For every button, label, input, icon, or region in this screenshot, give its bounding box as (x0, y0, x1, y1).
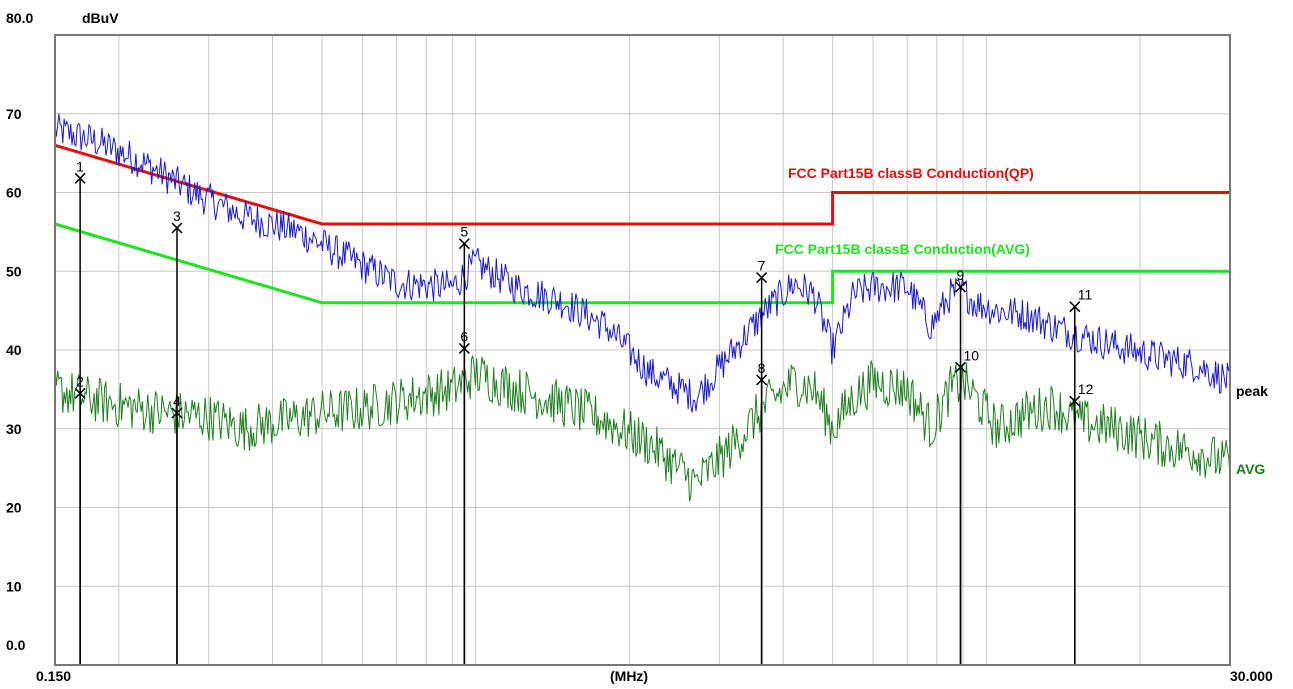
x-axis-unit-label: (MHz) (610, 668, 648, 684)
series-trace (54, 355, 1231, 502)
marker: 8 (756, 360, 768, 386)
marker: 3 (171, 208, 183, 234)
y-tick-label: 50 (6, 263, 22, 279)
marker: 7 (756, 258, 768, 284)
marker-cross-stroke (954, 281, 967, 293)
y-axis-tick-labels: 80.0 70 60 50 40 30 20 10 0.0 (6, 10, 33, 653)
marker-cross-stroke (1069, 301, 1081, 313)
marker-label: 10 (964, 347, 980, 363)
plot-frame (54, 34, 1231, 666)
y-tick-label: 40 (6, 342, 22, 358)
marker-label: 11 (1078, 287, 1093, 303)
y-tick-label: 70 (6, 106, 22, 122)
marker-cross-stroke (171, 222, 183, 234)
marker-label: 4 (173, 393, 181, 409)
y-tick-label: 60 (6, 185, 22, 201)
measurement-traces (54, 113, 1231, 502)
marker: 10 (954, 347, 980, 373)
marker-cross-stroke (954, 361, 967, 373)
y-tick-label: 0.0 (6, 637, 26, 653)
y-tick-label: 30 (6, 421, 22, 437)
limit-lines (54, 143, 1230, 305)
marker-cross-stroke (756, 374, 768, 386)
marker-label: 1 (76, 158, 84, 174)
marker-label: 7 (758, 258, 766, 274)
marker: 9 (954, 267, 967, 293)
grid (55, 35, 1230, 665)
series-trace (54, 113, 1231, 413)
avg-series-label: AVG (1236, 461, 1265, 477)
marker-label: 2 (76, 373, 84, 389)
marker: 5 (458, 224, 470, 250)
marker-cross-stroke (74, 387, 86, 399)
marker-label: 8 (758, 360, 766, 376)
qp-limit-label: FCC Part15B classB Conduction(QP) (788, 165, 1034, 181)
marker-cross-stroke (756, 272, 768, 284)
marker: 12 (1069, 381, 1094, 407)
marker-label: 5 (460, 224, 468, 240)
marker: 1 (74, 158, 86, 184)
limit-line (54, 143, 1230, 226)
marker-cross-stroke (74, 172, 86, 184)
x-axis-max-label: 30.000 (1230, 668, 1273, 684)
marker-cross-stroke (458, 238, 470, 250)
marker: 4 (171, 393, 183, 419)
marker-label: 6 (460, 328, 468, 344)
avg-limit-label: FCC Part15B classB Conduction(AVG) (775, 241, 1030, 257)
marker-label: 3 (173, 208, 181, 224)
y-axis-unit-label: dBuV (82, 10, 119, 26)
x-axis-min-label: 0.150 (36, 668, 71, 684)
marker: 2 (74, 373, 86, 399)
limit-line (54, 222, 1230, 305)
marker: 6 (458, 328, 470, 354)
marker-cross-stroke (458, 342, 470, 354)
peak-series-label: peak (1236, 383, 1268, 399)
y-tick-label: 10 (6, 578, 22, 594)
marker-label: 9 (957, 267, 965, 283)
marker-cross-stroke (1069, 395, 1081, 407)
marker-cross-stroke (171, 407, 183, 419)
y-tick-label: 80.0 (6, 10, 33, 26)
marker: 11 (1069, 287, 1093, 313)
y-tick-label: 20 (6, 500, 22, 516)
marker-label: 12 (1078, 381, 1094, 397)
